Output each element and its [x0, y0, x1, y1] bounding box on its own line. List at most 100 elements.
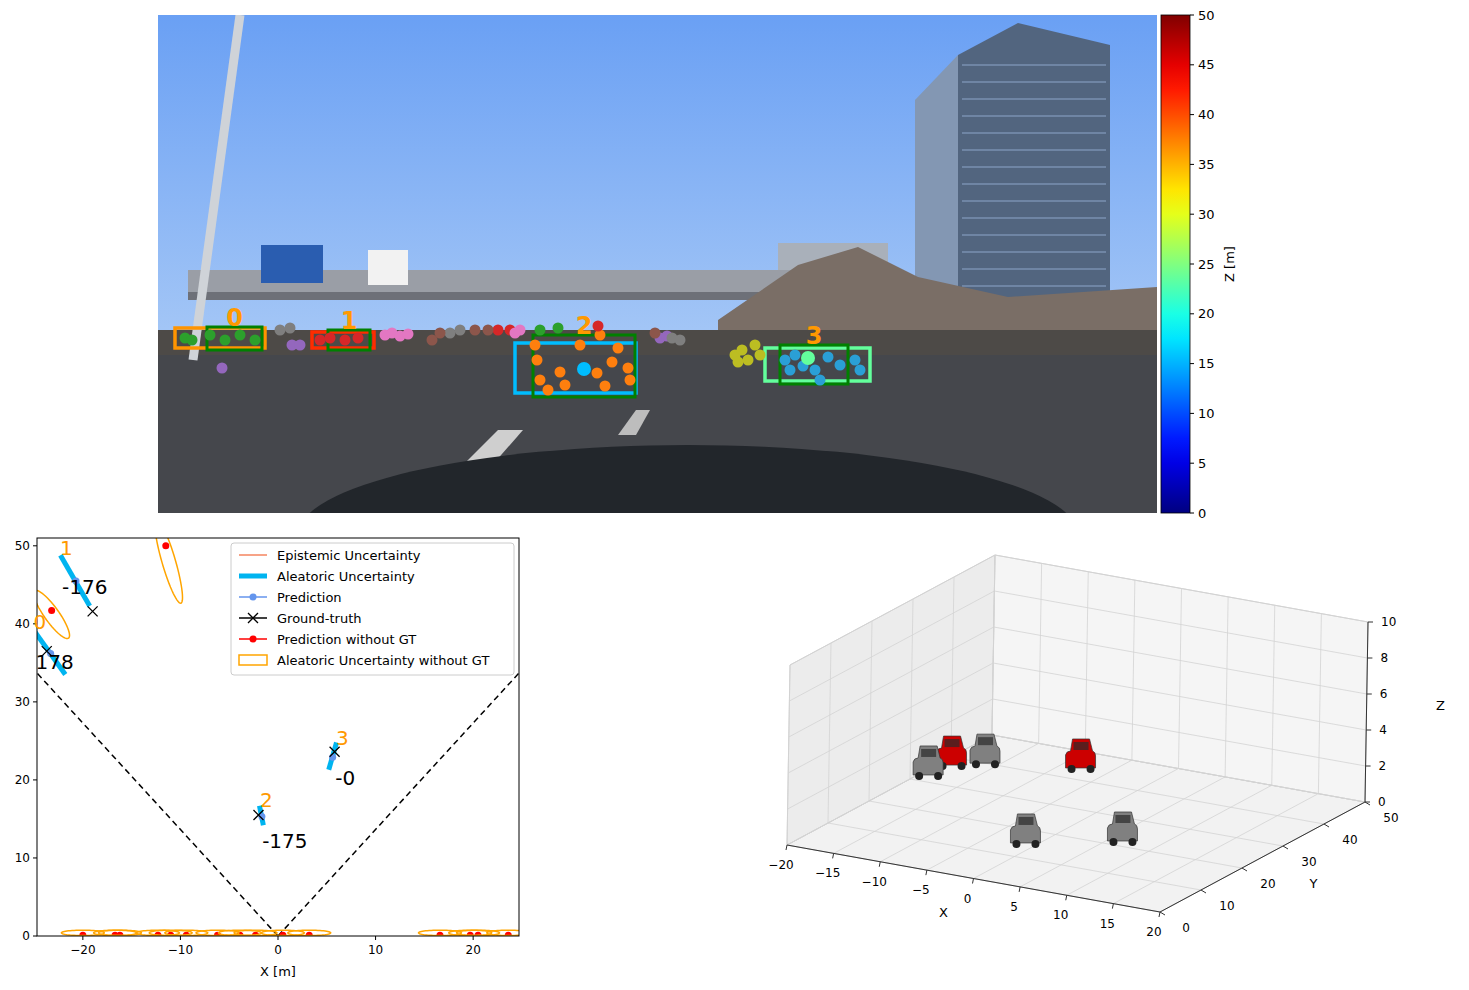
z-axis-label: Z [1436, 698, 1445, 713]
colorbar-tick [1190, 313, 1194, 314]
grid-line [828, 643, 831, 823]
x-axis-label: X [939, 905, 948, 920]
detection-label: 2 [576, 312, 593, 340]
colorbar-tick-label: 20 [1198, 306, 1215, 321]
grid-line [993, 663, 1366, 730]
grid-line [927, 760, 1132, 870]
grid-line [1113, 794, 1318, 904]
car [1066, 739, 1096, 773]
colorbar-tick-label: 10 [1198, 406, 1215, 421]
keypoint [815, 375, 826, 386]
grid-line [1225, 597, 1228, 777]
grid-line [992, 555, 995, 735]
keypoint [593, 321, 604, 332]
fov-line [278, 673, 519, 936]
legend-swatch [239, 554, 267, 556]
annotation: -176 [62, 575, 107, 599]
window-row [962, 285, 1106, 287]
colorbar-tick [1190, 164, 1194, 165]
keypoint [607, 357, 618, 368]
plot-area [37, 538, 519, 936]
x-tick-label: −20 [70, 943, 95, 957]
car-hood [298, 445, 1078, 513]
car-wheel [1012, 840, 1020, 848]
window-row [962, 251, 1106, 253]
keypoint [543, 385, 554, 396]
annotation: 1 [60, 536, 73, 560]
grid-line [787, 665, 790, 845]
y-tick [33, 779, 37, 780]
detection-label: 1 [341, 307, 358, 335]
x-tick [973, 879, 974, 884]
grid-line [992, 555, 995, 735]
lane-mark [618, 410, 650, 435]
grid-line [992, 735, 1365, 802]
keypoint [455, 325, 466, 336]
grid-line [1132, 580, 1135, 760]
keypoint [445, 328, 456, 339]
grid-line [1272, 605, 1275, 785]
x-tick [473, 936, 474, 940]
colorbar-tick-label: 0 [1198, 506, 1206, 521]
x-tick-label: −10 [862, 875, 887, 889]
grid-line [869, 621, 872, 801]
detection-label: 0 [226, 304, 243, 332]
plot-frame [37, 538, 519, 936]
keypoint [750, 340, 761, 351]
y-tick-label: 0 [22, 929, 30, 943]
colorbar-tick [1190, 64, 1194, 65]
legend-swatch [239, 655, 267, 665]
keypoint [623, 363, 634, 374]
x-tick-label: 15 [1100, 917, 1115, 931]
colorbar-tick [1190, 463, 1194, 464]
keypoint [823, 352, 834, 363]
photo [158, 15, 1157, 513]
x-tick [833, 853, 834, 858]
prediction-point [162, 542, 169, 549]
z-tick-label: 2 [1379, 759, 1387, 773]
keypoint [555, 367, 566, 378]
x-tick-label: 10 [1053, 908, 1068, 922]
sky [158, 15, 1157, 513]
car-wheel [1031, 840, 1039, 848]
window-row [962, 234, 1106, 236]
car-body [970, 734, 1000, 763]
legend-label: Prediction [277, 590, 342, 605]
car [1107, 812, 1137, 846]
keypoint [560, 380, 571, 391]
car [913, 746, 943, 780]
legend-frame [231, 543, 514, 675]
keypoint [532, 355, 543, 366]
keypoint [835, 360, 846, 371]
z-tick-label: 4 [1379, 723, 1387, 737]
uncertainty-ellipse [487, 930, 519, 935]
keypoint [755, 350, 766, 361]
keypoint [600, 381, 611, 392]
x-tick-label: 20 [466, 943, 481, 957]
y-tick-label: 50 [15, 539, 30, 553]
colorbar-tick-label: 15 [1198, 356, 1215, 371]
car-wheel [934, 772, 942, 780]
grid-line [993, 699, 1366, 766]
keypoint [625, 375, 636, 386]
colorbar-tick [1190, 15, 1194, 16]
grid-line [789, 591, 994, 701]
detection-box [175, 328, 265, 348]
y-tick-label: 40 [1342, 833, 1357, 847]
x-tick-label: 20 [1146, 925, 1161, 939]
window-row [962, 115, 1106, 117]
car-window [978, 737, 993, 745]
z-tick [1367, 658, 1372, 659]
grid-line [994, 627, 1367, 694]
car-wheel [915, 772, 923, 780]
keypoint [743, 355, 754, 366]
gt-box [780, 345, 848, 384]
grid-line [787, 735, 992, 845]
car-window [945, 739, 960, 747]
keypoint [250, 335, 261, 346]
legend-label: Prediction without GT [277, 632, 416, 647]
colorbar-label: Z [m] [1222, 246, 1237, 282]
colorbar [1161, 15, 1190, 513]
keypoint [675, 335, 686, 346]
annotation: -175 [262, 829, 307, 853]
